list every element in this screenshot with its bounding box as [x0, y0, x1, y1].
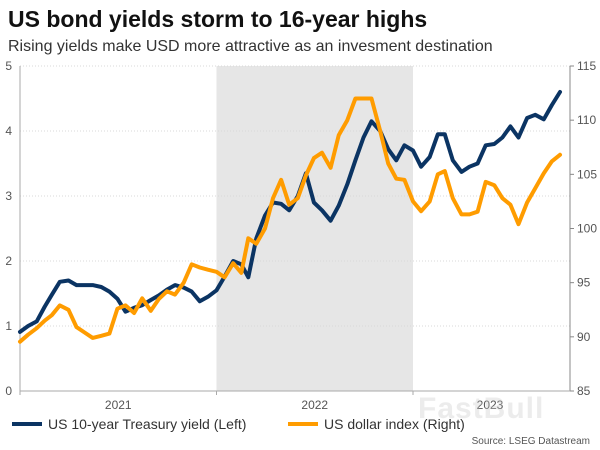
shaded-period-2022: [216, 66, 413, 391]
x-tick-label: 2021: [105, 398, 132, 412]
source-note: Source: LSEG Datastream: [471, 436, 590, 447]
y-left-tick-label: 5: [5, 59, 12, 73]
chart-title: US bond yields storm to 16-year highs: [8, 6, 428, 32]
legend-swatch-dxy: [288, 422, 318, 426]
legend-label-treasury: US 10-year Treasury yield (Left): [48, 416, 247, 432]
legend-item-dxy: US dollar index (Right): [288, 416, 465, 432]
y-left-tick-label: 0: [5, 384, 12, 398]
y-right-tick-label: 95: [577, 276, 591, 290]
legend-item-treasury: US 10-year Treasury yield (Left): [12, 416, 246, 432]
y-left-tick-label: 4: [5, 124, 12, 138]
y-right-tick-label: 85: [577, 384, 591, 398]
chart-subtitle: Rising yields make USD more attractive a…: [8, 38, 493, 55]
x-tick-label: 2023: [477, 398, 504, 412]
y-right-tick-label: 105: [577, 167, 597, 181]
y-left-tick-label: 1: [5, 319, 12, 333]
y-left-tick-label: 3: [5, 189, 12, 203]
x-tick-label: 2022: [301, 398, 328, 412]
legend-swatch-treasury: [12, 422, 42, 426]
y-right-tick-label: 110: [577, 113, 596, 127]
y-left-tick-label: 2: [5, 254, 12, 268]
y-right-tick-label: 100: [577, 222, 597, 236]
y-right-tick-label: 90: [577, 330, 591, 344]
legend-label-dxy: US dollar index (Right): [324, 416, 465, 432]
y-right-tick-label: 115: [577, 59, 596, 73]
watermark-logo: FastBull: [418, 392, 545, 425]
